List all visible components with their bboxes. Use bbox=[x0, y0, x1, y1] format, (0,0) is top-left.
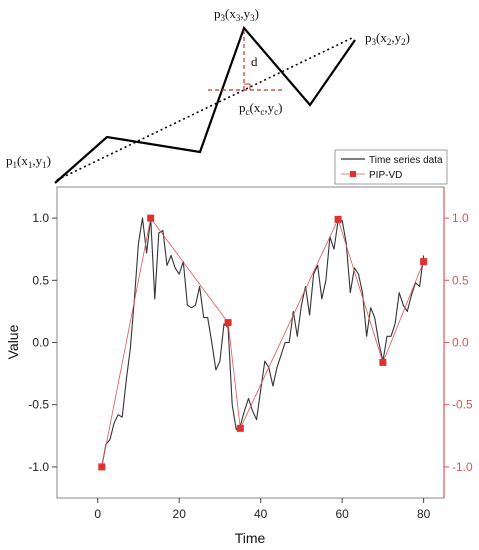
pip-vd-point bbox=[224, 319, 232, 327]
label-pc: pc(xc,yc) bbox=[239, 100, 282, 117]
x-tick-label: 60 bbox=[335, 507, 349, 521]
x-axis-title: Time bbox=[235, 530, 266, 546]
chart: 0 20 40 60 80 -1.0 -0.5 0.0 0.5 1.0 -1.0 -0.5 0.0 0… bbox=[5, 149, 473, 546]
legend-label-time-series: Time series data bbox=[369, 155, 443, 166]
series-line-pip-vd bbox=[101, 217, 424, 467]
y-tick-label-right: -0.5 bbox=[452, 398, 473, 412]
label-p1: p1(x1,y1) bbox=[6, 153, 51, 170]
y-axis-left-ticks: -1.0 -0.5 0.0 0.5 1.0 bbox=[28, 211, 57, 474]
x-tick-label: 40 bbox=[254, 507, 268, 521]
y-tick-label-left: -0.5 bbox=[28, 398, 49, 412]
y-tick-label-left: 0.5 bbox=[32, 273, 49, 287]
x-axis-ticks: 0 20 40 60 80 bbox=[94, 498, 431, 521]
y-tick-label-right: -1.0 bbox=[452, 460, 473, 474]
pip-vd-point bbox=[98, 463, 106, 471]
schematic-dotted-line bbox=[56, 37, 353, 181]
pip-vd-point bbox=[236, 424, 244, 432]
legend-box bbox=[334, 149, 448, 185]
x-tick-label: 0 bbox=[94, 507, 101, 521]
pip-vd-point bbox=[147, 214, 155, 222]
y-axis-right-ticks: -1.0 -0.5 0.0 0.5 1.0 bbox=[444, 211, 473, 474]
legend: Time series data PIP-VD bbox=[334, 149, 448, 185]
y-tick-label-right: 1.0 bbox=[452, 211, 469, 225]
legend-swatch-pip-vd-marker bbox=[350, 171, 356, 177]
y-tick-label-left: -1.0 bbox=[28, 460, 49, 474]
pip-vd-point bbox=[420, 258, 428, 266]
y-tick-label-right: 0.5 bbox=[452, 273, 469, 287]
x-tick-label: 20 bbox=[173, 507, 187, 521]
x-tick-label: 80 bbox=[417, 507, 431, 521]
y-axis-title: Value bbox=[5, 324, 21, 359]
label-d: d bbox=[251, 54, 258, 69]
pip-schematic: d p3(x3,y3) p3(x2,y2) pc(xc,yc) p1(x1,y1… bbox=[6, 6, 410, 184]
label-p3-top: p3(x3,y3) bbox=[214, 6, 259, 23]
legend-label-pip-vd: PIP-VD bbox=[369, 170, 402, 181]
label-p3-right: p3(x2,y2) bbox=[365, 30, 410, 47]
pip-vd-point bbox=[379, 358, 387, 366]
schematic-polyline bbox=[54, 25, 356, 184]
series-line-time-series-data bbox=[101, 217, 425, 467]
y-tick-label-left: 0.0 bbox=[32, 336, 49, 350]
y-tick-label-left: 1.0 bbox=[32, 211, 49, 225]
y-tick-label-right: 0.0 bbox=[452, 336, 469, 350]
series-layer bbox=[98, 214, 428, 471]
right-angle-mark bbox=[244, 83, 251, 90]
pip-vd-point bbox=[334, 215, 342, 223]
